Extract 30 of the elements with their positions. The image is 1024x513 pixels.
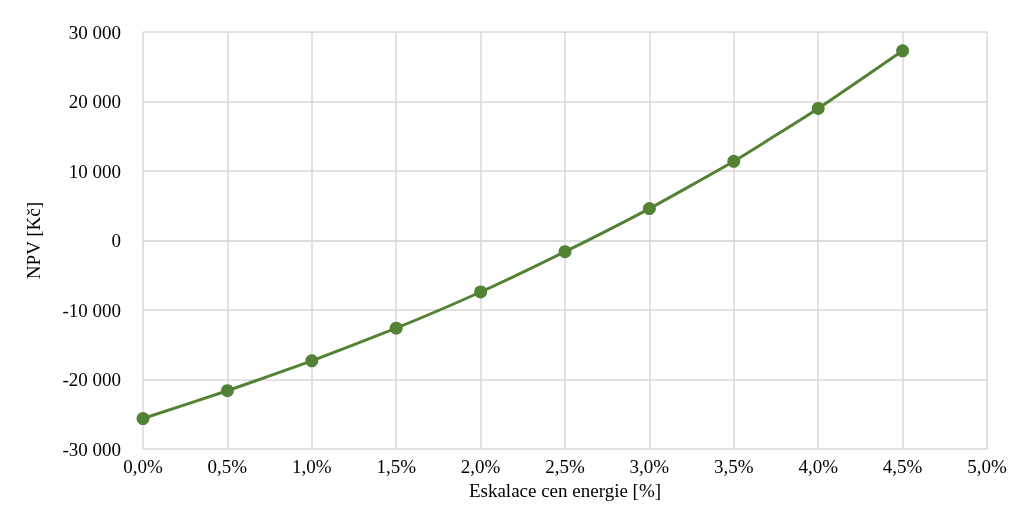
x-tick-label: 4,0%	[798, 456, 839, 478]
y-tick-label: 10 000	[68, 160, 121, 182]
point	[136, 412, 150, 426]
x-tick-label: 0,5%	[207, 456, 248, 478]
y-axis-title: NPV [Kč]	[23, 201, 44, 280]
y-tick-label: -10 000	[62, 299, 121, 321]
point	[305, 354, 319, 368]
x-tick-label: 3,0%	[629, 456, 670, 478]
point	[727, 154, 741, 168]
x-tick-label: 5,0%	[967, 456, 1007, 478]
point	[642, 202, 656, 216]
y-tick-label: -20 000	[62, 369, 121, 391]
y-tick-label: 30 000	[68, 21, 121, 43]
x-axis-title: Eskalace cen energie [%]	[468, 480, 662, 501]
point	[896, 44, 910, 58]
x-tick-label: 0,0%	[123, 456, 163, 478]
x-tick-label: 1,0%	[292, 456, 332, 478]
x-tick-label: 1,5%	[376, 456, 417, 478]
point	[220, 384, 234, 398]
y-tick-label: 20 000	[68, 91, 121, 113]
point	[558, 245, 572, 259]
x-tick-label: 2,0%	[460, 456, 501, 478]
x-tick-label: 3,5%	[714, 456, 754, 478]
point	[474, 285, 488, 299]
y-tick-label: -30 000	[62, 438, 121, 460]
point	[811, 101, 825, 115]
x-tick-label: 4,5%	[882, 456, 923, 478]
point	[389, 321, 403, 335]
x-tick-label: 2,5%	[545, 456, 585, 478]
y-tick-label: 0	[111, 230, 121, 252]
